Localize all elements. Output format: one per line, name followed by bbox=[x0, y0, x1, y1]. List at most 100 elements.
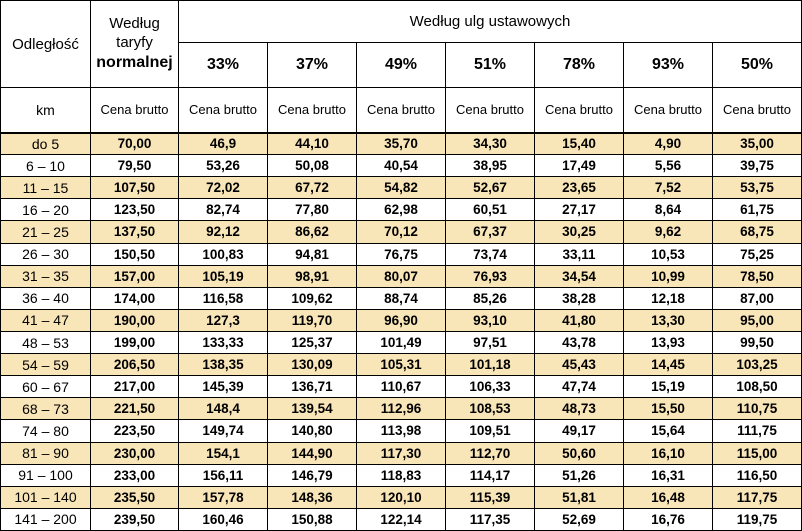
price-cell: 117,75 bbox=[712, 485, 802, 509]
price-cell: 77,80 bbox=[267, 198, 357, 222]
price-cell: 199,00 bbox=[90, 330, 179, 355]
price-cell: 35,70 bbox=[356, 131, 446, 156]
distance-range-cell: 101 – 140 bbox=[0, 485, 91, 509]
price-cell: 123,50 bbox=[90, 198, 179, 222]
price-cell: 117,30 bbox=[356, 441, 446, 465]
table-header: Odległość Według taryfy normalnej Według… bbox=[0, 0, 802, 134]
price-cell: 54,82 bbox=[356, 176, 446, 200]
price-cell: 52,67 bbox=[445, 176, 535, 200]
price-cell: 53,26 bbox=[178, 154, 268, 178]
price-cell: 139,54 bbox=[267, 397, 357, 421]
price-cell: 96,90 bbox=[356, 308, 446, 332]
table-row: 48 – 53 199,00 133,33 125,37 101,49 97,51 43,7… bbox=[0, 330, 802, 355]
price-cell: 70,00 bbox=[90, 131, 179, 156]
price-cell: 5,56 bbox=[623, 154, 713, 178]
table-row: 141 – 200 239,50 160,46 150,88 122,14 117,35 5… bbox=[0, 507, 802, 531]
discount-49-header: 49% bbox=[356, 42, 446, 88]
distance-range-cell: 74 – 80 bbox=[0, 419, 91, 443]
price-cell: 119,75 bbox=[712, 507, 802, 531]
discount-93-header: 93% bbox=[623, 42, 713, 88]
price-cell: 117,35 bbox=[445, 507, 535, 531]
price-cell: 10,99 bbox=[623, 264, 713, 288]
distance-range-cell: 68 – 73 bbox=[0, 397, 91, 421]
distance-range-cell: 48 – 53 bbox=[0, 330, 91, 355]
price-cell: 70,12 bbox=[356, 220, 446, 244]
price-cell: 34,54 bbox=[534, 264, 624, 288]
table-row: 36 – 40 174,00 116,58 109,62 88,74 85,26 38,28… bbox=[0, 286, 802, 310]
price-cell: 38,95 bbox=[445, 154, 535, 178]
price-cell: 235,50 bbox=[90, 485, 179, 509]
price-cell: 7,52 bbox=[623, 176, 713, 200]
price-cell: 85,26 bbox=[445, 286, 535, 310]
price-cell: 150,50 bbox=[90, 242, 179, 266]
table-row: 54 – 59 206,50 138,35 130,09 105,31 101,18 45,… bbox=[0, 353, 802, 377]
price-cell: 116,58 bbox=[178, 286, 268, 310]
discount-51-header: 51% bbox=[445, 42, 535, 88]
price-cell: 62,98 bbox=[356, 198, 446, 222]
discount-50-header: 50% bbox=[712, 42, 802, 88]
distance-range-cell: 26 – 30 bbox=[0, 242, 91, 266]
price-cell: 93,10 bbox=[445, 308, 535, 332]
header-row-units: km Cena brutto Cena brutto Cena brutto C… bbox=[0, 87, 802, 134]
table-body: do 5 70,00 46,9 44,10 35,70 34,30 15,40 4,90 35,… bbox=[0, 131, 802, 531]
price-cell: 87,00 bbox=[712, 286, 802, 310]
price-cell: 122,14 bbox=[356, 507, 446, 531]
normal-tariff-line2: taryfy bbox=[116, 34, 153, 51]
price-cell: 13,93 bbox=[623, 330, 713, 355]
price-cell: 148,4 bbox=[178, 397, 268, 421]
price-cell: 41,80 bbox=[534, 308, 624, 332]
price-cell: 138,35 bbox=[178, 353, 268, 377]
price-cell: 136,71 bbox=[267, 375, 357, 399]
price-cell: 78,50 bbox=[712, 264, 802, 288]
distance-column-header: Odległość bbox=[0, 0, 91, 88]
normal-tariff-column-header: Według taryfy normalnej bbox=[90, 0, 179, 88]
price-cell: 111,75 bbox=[712, 419, 802, 443]
price-cell: 43,78 bbox=[534, 330, 624, 355]
distance-range-cell: 11 – 15 bbox=[0, 176, 91, 200]
table-row: 6 – 10 79,50 53,26 50,08 40,54 38,95 17,49 5,56… bbox=[0, 154, 802, 178]
price-cell: 223,50 bbox=[90, 419, 179, 443]
price-cell: 110,75 bbox=[712, 397, 802, 421]
price-cell: 49,17 bbox=[534, 419, 624, 443]
price-cell: 27,17 bbox=[534, 198, 624, 222]
price-cell: 101,49 bbox=[356, 330, 446, 355]
price-cell: 16,31 bbox=[623, 463, 713, 487]
price-cell: 50,08 bbox=[267, 154, 357, 178]
price-cell: 86,62 bbox=[267, 220, 357, 244]
distance-range-cell: 81 – 90 bbox=[0, 441, 91, 465]
price-cell: 94,81 bbox=[267, 242, 357, 266]
distance-range-cell: 60 – 67 bbox=[0, 375, 91, 399]
cena-brutto-header-1: Cena brutto bbox=[90, 87, 179, 134]
price-cell: 61,75 bbox=[712, 198, 802, 222]
discount-78-header: 78% bbox=[534, 42, 624, 88]
price-cell: 116,50 bbox=[712, 463, 802, 487]
distance-range-cell: 141 – 200 bbox=[0, 507, 91, 531]
price-cell: 67,72 bbox=[267, 176, 357, 200]
price-cell: 12,18 bbox=[623, 286, 713, 310]
distance-range-cell: 41 – 47 bbox=[0, 308, 91, 332]
price-cell: 82,74 bbox=[178, 198, 268, 222]
cena-brutto-header-3: Cena brutto bbox=[267, 87, 357, 134]
km-unit-header: km bbox=[0, 87, 91, 134]
price-cell: 95,00 bbox=[712, 308, 802, 332]
table-row: 11 – 15 107,50 72,02 67,72 54,82 52,67 23,65 7,… bbox=[0, 176, 802, 200]
price-cell: 88,74 bbox=[356, 286, 446, 310]
cena-brutto-header-2: Cena brutto bbox=[178, 87, 268, 134]
normal-tariff-line1: Według bbox=[109, 15, 160, 33]
price-cell: 239,50 bbox=[90, 507, 179, 531]
price-cell: 108,50 bbox=[712, 375, 802, 399]
table-row: 60 – 67 217,00 145,39 136,71 110,67 106,33 47,… bbox=[0, 375, 802, 399]
normal-tariff-line3: normalnej bbox=[96, 53, 173, 71]
price-cell: 190,00 bbox=[90, 308, 179, 332]
price-cell: 206,50 bbox=[90, 353, 179, 377]
price-cell: 47,74 bbox=[534, 375, 624, 399]
price-cell: 51,81 bbox=[534, 485, 624, 509]
price-cell: 150,88 bbox=[267, 507, 357, 531]
table-row: 81 – 90 230,00 154,1 144,90 117,30 112,70 50,6… bbox=[0, 441, 802, 465]
price-cell: 108,53 bbox=[445, 397, 535, 421]
price-cell: 15,64 bbox=[623, 419, 713, 443]
distance-range-cell: do 5 bbox=[0, 131, 91, 156]
price-cell: 148,36 bbox=[267, 485, 357, 509]
price-cell: 33,11 bbox=[534, 242, 624, 266]
discount-37-header: 37% bbox=[267, 42, 357, 88]
